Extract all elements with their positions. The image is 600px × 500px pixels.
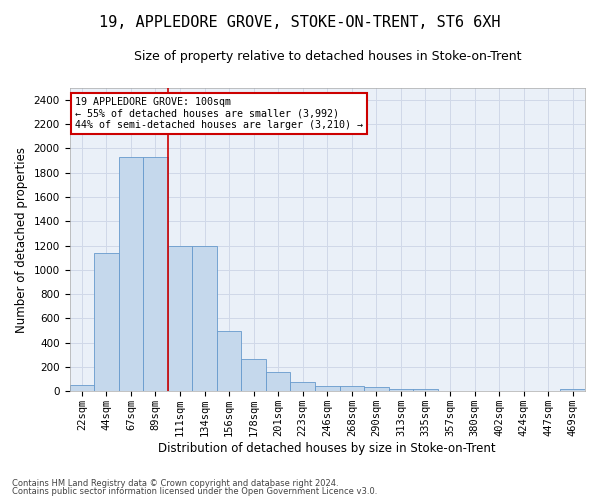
Bar — [168, 246, 192, 392]
Text: Contains HM Land Registry data © Crown copyright and database right 2024.: Contains HM Land Registry data © Crown c… — [12, 478, 338, 488]
Text: Contains public sector information licensed under the Open Government Licence v3: Contains public sector information licen… — [12, 487, 377, 496]
Bar — [340, 386, 364, 392]
Bar — [315, 386, 340, 392]
Text: 19, APPLEDORE GROVE, STOKE-ON-TRENT, ST6 6XH: 19, APPLEDORE GROVE, STOKE-ON-TRENT, ST6… — [99, 15, 501, 30]
Bar — [266, 372, 290, 392]
Bar — [241, 359, 266, 392]
Title: Size of property relative to detached houses in Stoke-on-Trent: Size of property relative to detached ho… — [134, 50, 521, 63]
X-axis label: Distribution of detached houses by size in Stoke-on-Trent: Distribution of detached houses by size … — [158, 442, 496, 455]
Bar — [364, 387, 389, 392]
Y-axis label: Number of detached properties: Number of detached properties — [15, 146, 28, 332]
Text: 19 APPLEDORE GROVE: 100sqm
← 55% of detached houses are smaller (3,992)
44% of s: 19 APPLEDORE GROVE: 100sqm ← 55% of deta… — [74, 97, 362, 130]
Bar — [413, 390, 438, 392]
Bar — [94, 253, 119, 392]
Bar — [462, 390, 487, 392]
Bar — [192, 246, 217, 392]
Bar — [389, 390, 413, 392]
Bar — [560, 389, 585, 392]
Bar — [119, 157, 143, 392]
Bar — [143, 157, 168, 392]
Bar — [217, 330, 241, 392]
Bar — [487, 390, 511, 392]
Bar — [290, 382, 315, 392]
Bar — [70, 385, 94, 392]
Bar — [438, 390, 462, 392]
